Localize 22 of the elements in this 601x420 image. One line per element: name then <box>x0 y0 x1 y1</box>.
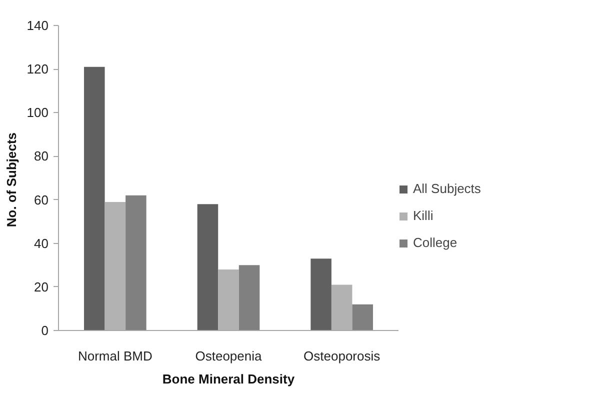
y-tick-label: 60 <box>34 192 49 208</box>
y-tick-label: 140 <box>26 18 49 33</box>
bar <box>197 204 218 330</box>
bar <box>352 304 373 330</box>
x-axis-title: Bone Mineral Density <box>162 372 296 386</box>
x-tick-label: Osteoporosis <box>304 348 381 364</box>
y-tick-label: 80 <box>34 148 49 164</box>
y-tick-label: 40 <box>34 236 49 251</box>
x-tick-label: Osteopenia <box>195 348 263 364</box>
legend-label: Killi <box>413 208 434 223</box>
y-tick-label: 100 <box>26 105 49 120</box>
x-tick-label: Normal BMD <box>78 348 152 364</box>
y-axis-title: No. of Subjects <box>4 132 19 228</box>
bar <box>126 195 146 330</box>
bar <box>84 66 105 330</box>
legend-label: All Subjects <box>413 181 481 196</box>
legend-label: College <box>413 235 458 250</box>
y-tick-label: 0 <box>41 323 49 338</box>
bar <box>310 258 332 330</box>
y-tick-label: 120 <box>26 62 49 77</box>
bar <box>238 265 260 330</box>
y-tick-label: 20 <box>34 279 49 294</box>
